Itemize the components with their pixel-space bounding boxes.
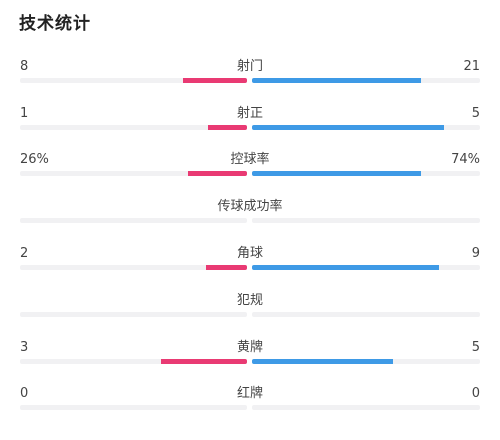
home-bar-track — [20, 405, 247, 410]
away-value: 5 — [471, 340, 480, 355]
home-bar-track — [20, 125, 247, 130]
home-value: 1 — [20, 106, 29, 121]
away-value: 74% — [451, 152, 480, 167]
stat-label: 黄牌 — [236, 340, 263, 355]
away-bar — [252, 265, 439, 270]
stat-row-fouls: 犯规 — [0, 292, 500, 332]
stat-row-shots-on-target: 1 射正 5 — [0, 105, 500, 145]
home-bar-track — [20, 312, 247, 317]
stat-row-possession: 26% 控球率 74% — [0, 151, 500, 191]
home-bar — [160, 359, 247, 364]
stat-label: 控球率 — [230, 152, 270, 167]
stat-row-red-cards: 0 红牌 0 — [0, 385, 500, 425]
home-bar — [206, 265, 247, 270]
home-bar-track — [20, 359, 247, 364]
home-bar — [208, 125, 247, 130]
stat-row-corners: 2 角球 9 — [0, 245, 500, 285]
away-value: 0 — [471, 386, 480, 401]
away-bar-track — [252, 78, 480, 83]
stat-label: 射正 — [236, 106, 263, 121]
away-bar — [252, 171, 421, 176]
stat-label: 犯规 — [236, 293, 263, 308]
home-bar-track — [20, 265, 247, 270]
home-bar-track — [20, 218, 247, 223]
stat-label: 角球 — [236, 246, 263, 261]
home-value: 3 — [20, 340, 29, 355]
away-bar-track — [252, 265, 480, 270]
page-title: 技术统计 — [19, 14, 91, 34]
away-bar — [252, 78, 421, 83]
stat-label: 红牌 — [236, 386, 263, 401]
stat-label: 传球成功率 — [217, 199, 283, 214]
stat-row-yellow-cards: 3 黄牌 5 — [0, 339, 500, 379]
home-bar-track — [20, 78, 247, 83]
away-bar-track — [252, 405, 480, 410]
home-bar-track — [20, 171, 247, 176]
away-bar-track — [252, 171, 480, 176]
home-value: 2 — [20, 246, 29, 261]
away-bar-track — [252, 359, 480, 364]
home-bar — [183, 78, 247, 83]
stat-row-shots: 8 射门 21 — [0, 58, 500, 98]
away-value: 21 — [463, 59, 480, 74]
home-bar — [187, 171, 247, 176]
away-bar-track — [252, 125, 480, 130]
away-bar — [252, 125, 444, 130]
home-value: 0 — [20, 386, 29, 401]
stat-label: 射门 — [236, 59, 263, 74]
away-value: 5 — [471, 106, 480, 121]
stat-row-pass-accuracy: 传球成功率 — [0, 198, 500, 238]
away-bar — [252, 359, 394, 364]
away-value: 9 — [471, 246, 480, 261]
away-bar-track — [252, 218, 480, 223]
home-value: 26% — [20, 152, 49, 167]
home-value: 8 — [20, 59, 29, 74]
away-bar-track — [252, 312, 480, 317]
